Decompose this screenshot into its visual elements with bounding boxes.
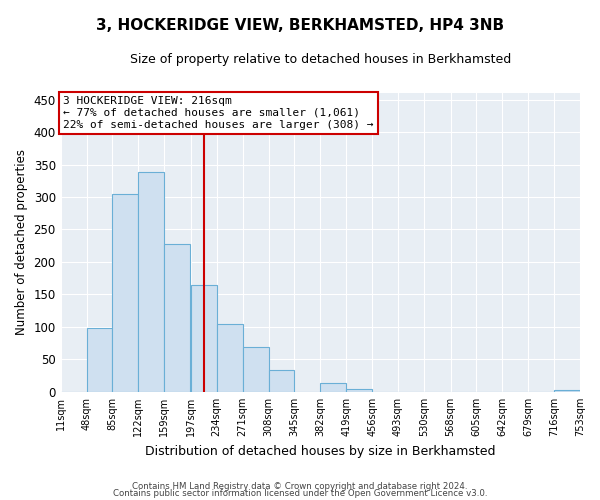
Title: Size of property relative to detached houses in Berkhamsted: Size of property relative to detached ho… bbox=[130, 52, 511, 66]
Bar bbox=[217, 324, 242, 392]
Bar bbox=[346, 388, 372, 392]
Bar bbox=[112, 194, 139, 392]
Text: 3, HOCKERIDGE VIEW, BERKHAMSTED, HP4 3NB: 3, HOCKERIDGE VIEW, BERKHAMSTED, HP4 3NB bbox=[96, 18, 504, 32]
Bar bbox=[554, 390, 580, 392]
Y-axis label: Number of detached properties: Number of detached properties bbox=[15, 150, 28, 336]
Bar bbox=[269, 370, 295, 392]
Bar bbox=[320, 383, 346, 392]
Bar bbox=[86, 328, 112, 392]
Text: Contains public sector information licensed under the Open Government Licence v3: Contains public sector information licen… bbox=[113, 488, 487, 498]
X-axis label: Distribution of detached houses by size in Berkhamsted: Distribution of detached houses by size … bbox=[145, 444, 496, 458]
Bar bbox=[139, 172, 164, 392]
Text: Contains HM Land Registry data © Crown copyright and database right 2024.: Contains HM Land Registry data © Crown c… bbox=[132, 482, 468, 491]
Text: 3 HOCKERIDGE VIEW: 216sqm
← 77% of detached houses are smaller (1,061)
22% of se: 3 HOCKERIDGE VIEW: 216sqm ← 77% of detac… bbox=[64, 96, 374, 130]
Bar bbox=[242, 347, 269, 392]
Bar bbox=[164, 244, 190, 392]
Bar bbox=[191, 284, 217, 392]
